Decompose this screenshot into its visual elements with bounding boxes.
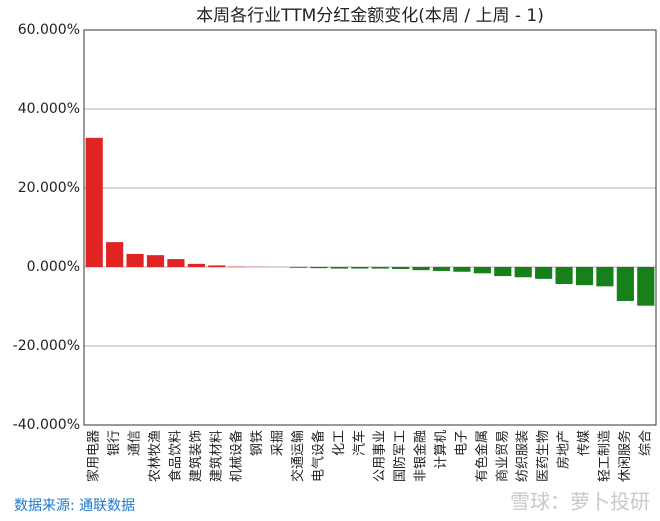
- x-tick-label: 综合: [638, 430, 653, 456]
- x-tick-label: 电气设备: [310, 430, 326, 482]
- bar: [310, 267, 328, 269]
- bar: [637, 267, 655, 306]
- x-tick-label: 建筑装饰: [188, 430, 204, 482]
- bar: [208, 265, 226, 267]
- bar: [106, 242, 124, 267]
- bar: [146, 255, 165, 267]
- watermark: 雪球：萝卜投研: [510, 490, 650, 514]
- x-tick-label: 非银金融: [413, 430, 429, 482]
- y-tick-label: 0.000%: [27, 259, 80, 275]
- x-tick-label: 国防军工: [392, 430, 408, 482]
- bar: [535, 267, 553, 279]
- x-tick-label: 通信: [128, 430, 143, 456]
- source-note: 数据来源: 通联数据: [14, 498, 135, 514]
- x-tick-label: 有色金属: [474, 430, 490, 482]
- bar: [126, 253, 144, 267]
- x-tick-label: 商业贸易: [495, 430, 510, 482]
- y-tick-label: 60.000%: [18, 22, 80, 38]
- bar: [494, 267, 512, 277]
- bar: [432, 267, 451, 271]
- x-tick-label: 化工: [332, 430, 347, 456]
- y-tick-label: -40.000%: [13, 417, 80, 433]
- x-tick-label: 汽车: [351, 430, 367, 456]
- bar: [575, 267, 594, 286]
- x-tick-label: 采掘: [271, 430, 286, 456]
- x-tick-label: 公用事业: [373, 430, 388, 482]
- x-tick-label: 家用电器: [86, 430, 102, 482]
- bar: [351, 267, 369, 269]
- x-tick-label: 房地产: [556, 430, 572, 469]
- x-tick-label: 机械设备: [229, 430, 245, 482]
- bar: [514, 267, 532, 278]
- bar: [473, 267, 491, 274]
- x-tick-label: 休闲服务: [617, 430, 633, 482]
- x-tick-label: 钢铁: [250, 430, 265, 456]
- x-tick-label: 计算机: [434, 430, 449, 469]
- chart-title: 本周各行业TTM分红金额变化(本周 / 上周 - 1): [196, 6, 544, 26]
- plot-frame: [83, 29, 657, 426]
- bar: [289, 267, 308, 268]
- x-tick-label: 食品饮料: [167, 430, 183, 482]
- bar: [555, 267, 573, 284]
- x-tick-label: 交通运输: [290, 430, 306, 482]
- x-tick-label: 农林牧渔: [148, 430, 163, 482]
- bar: [596, 267, 614, 287]
- bar: [412, 267, 430, 271]
- bar: [330, 267, 348, 269]
- x-tick-label: 建筑材料: [208, 430, 224, 482]
- x-tick-label: 银行: [107, 430, 122, 456]
- x-tick-label: 传媒: [577, 430, 592, 456]
- bar: [453, 267, 471, 272]
- bar: [187, 263, 205, 267]
- bar: [371, 267, 389, 269]
- y-tick-label: 20.000%: [18, 180, 80, 196]
- y-tick-label: -20.000%: [13, 338, 80, 354]
- bar: [616, 267, 634, 301]
- bar: [85, 137, 103, 267]
- y-tick-label: 40.000%: [18, 101, 80, 117]
- x-tick-label: 轻工制造: [597, 430, 612, 482]
- bar: [167, 259, 185, 267]
- x-tick-label: 医药生物: [536, 430, 551, 482]
- bar: [392, 267, 410, 269]
- x-tick-label: 纺织服装: [516, 430, 531, 482]
- x-tick-label: 电子: [454, 430, 469, 456]
